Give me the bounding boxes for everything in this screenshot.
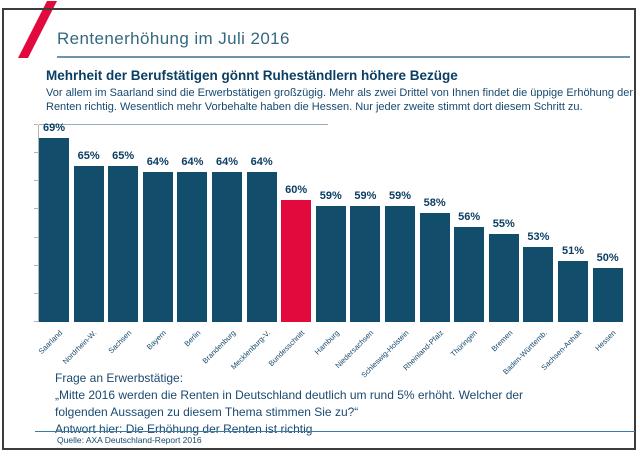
value-label-hamburg: 59% bbox=[319, 190, 342, 203]
answer-text: Antwort hier: Die Erhöhung der Renten is… bbox=[55, 422, 313, 436]
value-label-sachsen-anhalt: 51% bbox=[561, 244, 585, 257]
title-underline bbox=[57, 56, 630, 58]
bar-berlin bbox=[177, 172, 208, 322]
y-axis-tick bbox=[34, 293, 38, 294]
bar-thüringen bbox=[454, 226, 485, 322]
x-label-bundesschnitt: Bundesschnitt bbox=[266, 328, 307, 369]
bar-sachsen bbox=[108, 165, 139, 322]
x-label-nordrhein-w: Nordrhein-W. bbox=[61, 328, 99, 366]
bar-niedersachsen bbox=[350, 206, 381, 322]
y-axis-tick bbox=[34, 180, 38, 181]
y-axis-tick bbox=[34, 237, 38, 238]
value-label-brandenburg: 64% bbox=[215, 156, 239, 169]
bar-mecklenburg-v bbox=[246, 172, 277, 322]
value-label-saarland: 69% bbox=[42, 122, 66, 135]
x-label-sachsen: Sachsen bbox=[106, 328, 134, 356]
value-label-thüringen: 56% bbox=[458, 210, 481, 223]
value-label-hessen: 50% bbox=[596, 251, 619, 264]
question-text-line1: „Mitte 2016 werden die Renten in Deutsch… bbox=[55, 388, 524, 402]
y-axis-tick bbox=[34, 321, 38, 322]
page-title: Rentenerhöhung im Juli 2016 bbox=[57, 29, 290, 48]
question-text-line2: folgenden Aussagen zu diesem Thema stimm… bbox=[55, 405, 359, 419]
source-text: Quelle: AXA Deutschland-Report 2016 bbox=[57, 435, 202, 445]
x-label-brandenburg: Brandenburg bbox=[200, 328, 238, 366]
bar-rheinland-pfalz bbox=[419, 213, 450, 322]
chart-headline: Mehrheit der Berufstätigen gönnt Ruhestä… bbox=[46, 68, 458, 83]
source-divider bbox=[35, 431, 635, 432]
bar-schleswig-holstein bbox=[385, 206, 415, 322]
axa-slash-logo bbox=[18, 1, 57, 58]
x-label-bremen: Bremen bbox=[489, 328, 514, 354]
bar-nordrhein-w bbox=[73, 165, 104, 322]
y-axis-line bbox=[38, 125, 39, 322]
bar-baden-württemb bbox=[523, 247, 554, 322]
value-label-bayern: 64% bbox=[146, 156, 169, 169]
bar-hamburg bbox=[315, 206, 346, 322]
chart-subtitle: Vor allem im Saarland sind die Erwerbstä… bbox=[46, 87, 633, 113]
value-label-schleswig-holstein: 59% bbox=[388, 190, 412, 203]
value-label-rheinland-pfalz: 58% bbox=[423, 197, 446, 210]
x-label-thüringen: Thüringen bbox=[449, 328, 480, 359]
bar-bayern bbox=[142, 172, 173, 322]
y-axis-tick bbox=[34, 124, 38, 125]
y-axis-tick bbox=[34, 265, 38, 266]
value-label-nordrhein-w: 65% bbox=[77, 149, 100, 162]
bar-hessen bbox=[592, 267, 623, 322]
x-label-hessen: Hessen bbox=[593, 328, 618, 353]
y-axis-tick bbox=[34, 208, 38, 209]
x-label-berlin: Berlin bbox=[182, 328, 203, 349]
value-label-baden-württemb: 53% bbox=[527, 231, 550, 244]
x-label-saarland: Saarland bbox=[36, 328, 65, 356]
top-gridline bbox=[39, 124, 328, 125]
question-intro: Frage an Erwerbstätige: bbox=[55, 371, 184, 385]
bar-sachsen-anhalt bbox=[558, 260, 588, 322]
value-label-niedersachsen: 59% bbox=[354, 190, 377, 203]
bar-bundesschnitt bbox=[281, 199, 312, 322]
bar-brandenburg bbox=[212, 172, 242, 322]
bar-bremen bbox=[488, 233, 519, 322]
x-label-bayern: Bayern bbox=[144, 328, 168, 352]
value-label-mecklenburg-v: 64% bbox=[250, 156, 273, 169]
value-label-berlin: 64% bbox=[181, 156, 204, 169]
value-label-bundesschnitt: 60% bbox=[285, 183, 308, 196]
x-label-hamburg: Hamburg bbox=[312, 328, 341, 357]
bar-saarland bbox=[39, 138, 69, 322]
value-label-sachsen: 65% bbox=[112, 149, 135, 162]
y-axis-tick bbox=[34, 152, 38, 153]
value-label-bremen: 55% bbox=[492, 217, 515, 230]
